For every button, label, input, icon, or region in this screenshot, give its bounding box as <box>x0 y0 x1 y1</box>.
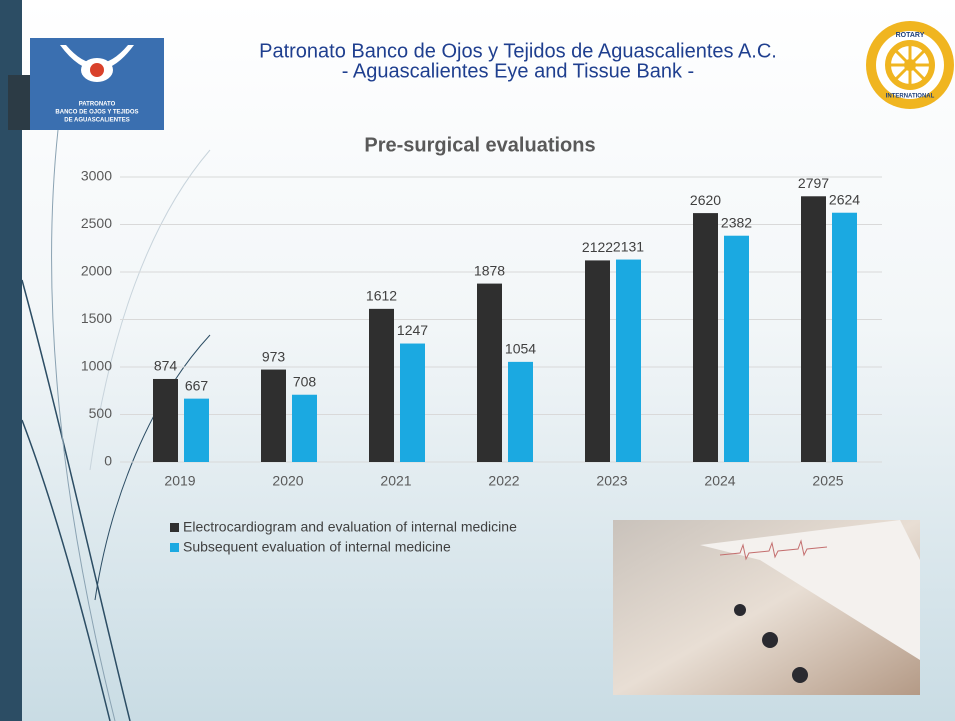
rotary-spokes <box>888 43 932 87</box>
bar <box>801 196 826 462</box>
value-label: 2122 <box>582 239 613 255</box>
x-tick-label: 2023 <box>596 473 627 489</box>
y-tick-label: 2500 <box>81 215 112 231</box>
y-tick-label: 1000 <box>81 358 112 374</box>
y-tick-label: 0 <box>104 453 112 469</box>
x-tick-label: 2020 <box>272 473 303 489</box>
chart-title: Pre-surgical evaluations <box>364 134 595 156</box>
bar <box>400 344 425 462</box>
photo-electrode <box>734 604 746 616</box>
rotary-logo: ROTARY INTERNATIONAL <box>866 21 954 109</box>
logo-text: DE AGUASCALIENTES <box>64 118 129 124</box>
x-tick-label: 2025 <box>812 473 843 489</box>
value-label: 2797 <box>798 175 829 191</box>
value-label: 2624 <box>829 191 860 207</box>
bar <box>508 362 533 462</box>
value-label: 874 <box>154 358 178 374</box>
bar <box>369 309 394 462</box>
photo-electrode <box>762 632 778 648</box>
page: {"header": {"title": ["Patronato Banco d… <box>0 0 955 721</box>
y-tick-label: 2000 <box>81 263 112 279</box>
logo-text: PATRONATO <box>79 102 116 108</box>
bar <box>292 395 317 462</box>
value-label: 973 <box>262 348 286 364</box>
photo-electrode <box>792 667 808 683</box>
value-label: 2382 <box>721 214 752 230</box>
value-label: 667 <box>185 377 209 393</box>
x-tick-label: 2024 <box>704 473 735 489</box>
legend-label: Subsequent evaluation of internal medici… <box>183 539 451 555</box>
legend-swatch <box>170 523 179 532</box>
slide: PATRONATO BANCO DE OJOS Y TEJIDOS DE AGU… <box>0 0 955 721</box>
value-label: 2620 <box>690 192 721 208</box>
y-tick-label: 1500 <box>81 310 112 326</box>
side-tab <box>8 75 30 130</box>
bar <box>616 260 641 462</box>
x-tick-label: 2021 <box>380 473 411 489</box>
header-subtitle: - Aguascalientes Eye and Tissue Bank - <box>342 60 694 82</box>
value-label: 1054 <box>505 341 536 357</box>
bar <box>261 370 286 462</box>
bar <box>477 284 502 462</box>
rotary-text: ROTARY <box>896 32 925 39</box>
photo <box>613 520 920 695</box>
logo-iris <box>90 63 104 77</box>
x-tick-label: 2022 <box>488 473 519 489</box>
header-title: Patronato Banco de Ojos y Tejidos de Agu… <box>259 40 777 62</box>
rotary-text: INTERNATIONAL <box>886 94 935 100</box>
logo: PATRONATO BANCO DE OJOS Y TEJIDOS DE AGU… <box>30 38 164 130</box>
legend-swatch <box>170 543 179 552</box>
bar <box>693 213 718 462</box>
bar <box>153 379 178 462</box>
value-label: 1612 <box>366 288 397 304</box>
value-label: 1878 <box>474 262 505 278</box>
bar <box>585 260 610 462</box>
y-tick-label: 3000 <box>81 168 112 184</box>
bar <box>724 236 749 462</box>
logo-text: BANCO DE OJOS Y TEJIDOS <box>55 110 138 116</box>
x-tick-label: 2019 <box>164 473 195 489</box>
value-label: 1247 <box>397 322 428 338</box>
value-label: 708 <box>293 373 317 389</box>
y-tick-label: 500 <box>89 405 113 421</box>
value-label: 2131 <box>613 238 644 254</box>
bar <box>184 399 209 462</box>
logo-bg <box>30 38 164 130</box>
bar <box>832 213 857 462</box>
legend-label: Electrocardiogram and evaluation of inte… <box>183 519 517 535</box>
